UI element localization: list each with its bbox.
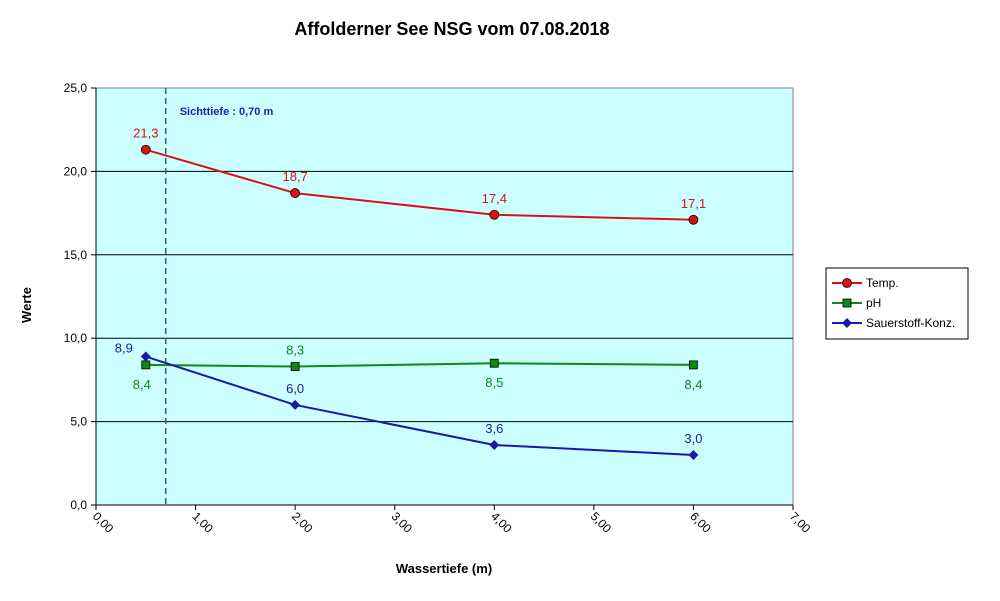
series-line (145, 362, 694, 368)
data-point (290, 188, 301, 198)
data-point (489, 358, 499, 368)
x-tick-label: 6,00 (687, 509, 714, 536)
x-tick-label: 3,00 (389, 509, 416, 536)
axes (95, 88, 793, 506)
y-tick-label: 20,0 (64, 164, 88, 178)
chart-title: Affolderner See NSG vom 07.08.2018 (294, 19, 609, 39)
x-tick-labels: 0,00 1,00 2,00 3,00 4,00 5,00 6,00 7,00 (90, 505, 814, 536)
series-group: 21,3 18,7 17,4 17,1 8,4 8,3 8,5 8,4 8,9 6,0 3,6 3,0 (115, 126, 706, 460)
data-label: 18,7 (282, 169, 307, 184)
data-point (140, 144, 151, 155)
y-tick-label: 10,0 (64, 331, 88, 345)
data-label: 8,3 (286, 343, 304, 358)
y-tick-label: 15,0 (64, 248, 88, 262)
x-tick-label: 1,00 (189, 509, 216, 536)
x-tick-label: 5,00 (588, 509, 615, 536)
legend-label: Sauerstoff-Konz. (866, 316, 955, 330)
data-point (688, 214, 699, 225)
gridlines (96, 170, 793, 423)
data-label: 8,4 (133, 377, 151, 392)
series-line (145, 148, 694, 221)
data-label: 21,3 (133, 126, 158, 141)
data-label: 3,6 (485, 421, 503, 436)
y-tick-labels: 0,0 5,0 10,0 15,0 20,0 25,0 (64, 81, 96, 512)
y-axis-title: Werte (19, 287, 34, 323)
data-label: 17,4 (482, 191, 507, 206)
data-label: 8,9 (115, 341, 133, 356)
data-point (688, 449, 699, 460)
data-point (489, 439, 500, 450)
series-1: 8,4 8,3 8,5 8,4 (133, 343, 703, 392)
series-0: 21,3 18,7 17,4 17,1 (133, 126, 706, 225)
data-point (290, 399, 301, 410)
y-tick-label: 25,0 (64, 81, 88, 95)
legend: Temp. pH Sauerstoff-Konz. (825, 267, 969, 340)
data-point (141, 360, 151, 370)
x-axis-title: Wassertiefe (m) (396, 561, 492, 576)
series-line (145, 355, 694, 456)
x-tick-label: 4,00 (488, 509, 515, 536)
legend-marker (842, 298, 852, 308)
y-tick-label: 5,0 (70, 415, 87, 429)
legend-label: pH (866, 296, 881, 310)
x-tick-label: 0,00 (90, 509, 117, 536)
legend-marker (842, 278, 852, 288)
data-label: 6,0 (286, 381, 304, 396)
data-point (140, 351, 151, 362)
data-label: 17,1 (681, 196, 706, 211)
x-tick-label: 7,00 (787, 509, 814, 536)
series-2: 8,9 6,0 3,6 3,0 (115, 341, 702, 460)
legend-marker (842, 318, 852, 328)
data-point (290, 362, 300, 371)
data-point (489, 209, 500, 220)
data-point (689, 360, 698, 370)
data-label: 8,5 (485, 375, 503, 390)
sichttiefe-annotation: Sichttiefe : 0,70 m (180, 106, 274, 118)
y-tick-label: 0,0 (70, 498, 87, 512)
data-label: 8,4 (684, 377, 702, 392)
x-tick-label: 2,00 (289, 509, 316, 536)
data-label: 3,0 (684, 431, 702, 446)
legend-label: Temp. (866, 276, 899, 290)
